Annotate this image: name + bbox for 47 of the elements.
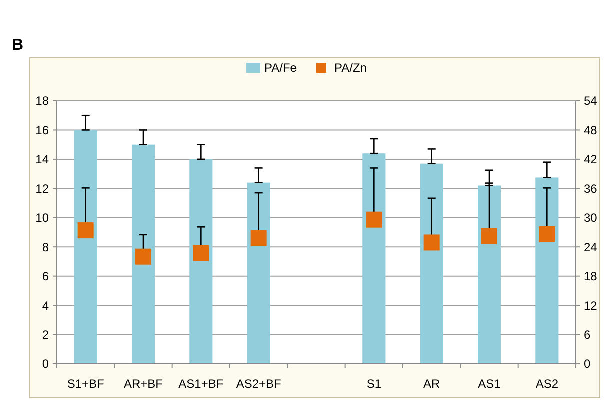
point [424, 234, 440, 251]
point [366, 212, 382, 228]
point [193, 245, 210, 262]
x-tick-label: S1 [366, 377, 382, 391]
text: B [12, 37, 24, 54]
y2-tick-label: 54 [584, 94, 598, 108]
x-tick-label: AS2 [536, 377, 559, 391]
y2-tick-label: 6 [584, 328, 591, 342]
y2-tick-label: 30 [584, 211, 598, 226]
point [78, 222, 94, 239]
y2-tick-label: 18 [584, 270, 598, 284]
y2-tick-label: 0 [584, 357, 591, 372]
y2-tick-label: 48 [584, 123, 598, 138]
point [136, 248, 152, 265]
x-tick-label: AS1+BF [178, 377, 224, 391]
x-tick-label: AR [423, 377, 440, 391]
y-tick-label: 16 [36, 123, 50, 138]
x-tick-label: AS1 [478, 377, 502, 391]
y-tick-label: 8 [42, 240, 50, 254]
point [482, 228, 498, 244]
y-tick-label: 12 [36, 182, 50, 196]
y-tick-label: 4 [42, 298, 50, 313]
bar [74, 130, 98, 364]
bar [478, 186, 502, 364]
y2-tick-label: 36 [584, 182, 598, 196]
y-tick-label: 10 [36, 211, 50, 226]
legend-label: PA/Zn [334, 61, 367, 75]
point [250, 230, 267, 246]
bar [420, 164, 444, 364]
legend-label: PA/Fe [264, 61, 298, 75]
y-tick-label: 14 [36, 152, 50, 167]
x-tick-label: S1+BF [67, 377, 104, 391]
y2-tick-label: 12 [584, 298, 598, 313]
bar [132, 144, 156, 364]
y-tick-label: 18 [36, 94, 50, 108]
y-tick-label: 2 [42, 328, 50, 342]
y2-tick-label: 42 [584, 152, 598, 167]
point [539, 226, 556, 242]
bar [190, 159, 213, 364]
y2-tick-label: 24 [584, 240, 598, 254]
bar [247, 182, 270, 364]
x-tick-label: AR+BF [124, 377, 164, 391]
bar [362, 154, 386, 364]
bar [536, 178, 559, 364]
x-tick-label: AS2+BF [236, 377, 282, 391]
y-tick-label: 0 [42, 357, 50, 372]
y-tick-label: 6 [42, 270, 50, 284]
